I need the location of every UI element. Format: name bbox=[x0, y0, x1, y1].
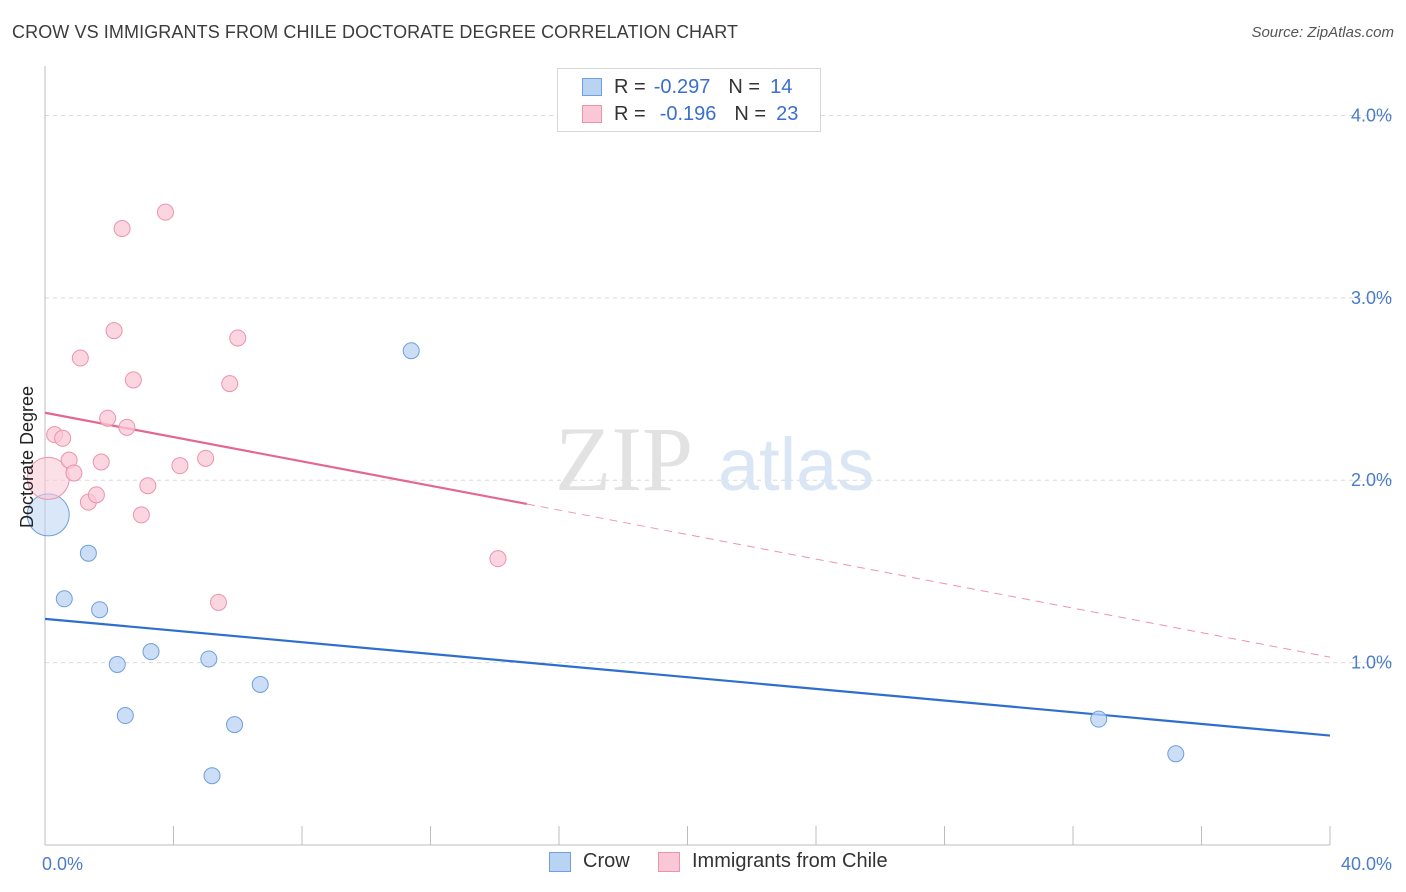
crow-n-value: 14 bbox=[770, 75, 793, 98]
chile-n-label: N = bbox=[734, 102, 767, 125]
chile-point bbox=[105, 322, 123, 340]
crow-point bbox=[79, 544, 97, 562]
y-tick-label: 3.0% bbox=[1351, 288, 1392, 308]
chile-point bbox=[489, 550, 507, 568]
watermark-zip: ZIP bbox=[555, 408, 693, 510]
chile-point bbox=[99, 409, 117, 427]
crow-point bbox=[203, 767, 221, 785]
legend-row-crow: R = -0.297 N = 14 bbox=[582, 74, 792, 100]
crow-legend-label: Crow bbox=[583, 850, 630, 872]
chile-n-value: 23 bbox=[776, 102, 799, 125]
crow-r-value: -0.297 bbox=[653, 75, 711, 98]
series-legend: Crow Immigrants from Chile bbox=[0, 850, 1406, 878]
chile-point bbox=[209, 593, 227, 611]
watermark: ZIP atlas bbox=[555, 408, 874, 510]
chart-title: CROW VS IMMIGRANTS FROM CHILE DOCTORATE … bbox=[12, 22, 739, 42]
crow-swatch bbox=[582, 78, 602, 96]
crow-point bbox=[200, 650, 218, 668]
legend-row-chile: R = -0.196 N = 23 bbox=[582, 101, 798, 127]
x-tick-label: 0.0% bbox=[42, 854, 83, 874]
correlation-legend: R = -0.297 N = 14 R = -0.196 N = 23 bbox=[557, 68, 821, 132]
axis-labels: Doctorate Degree 1.0% 2.0% 3.0% 4.0% 0.0% 40.… bbox=[17, 105, 1392, 874]
y-axis-label: Doctorate Degree bbox=[17, 386, 37, 528]
axes bbox=[44, 66, 1331, 846]
legend-item-chile[interactable]: Immigrants from Chile bbox=[658, 850, 888, 873]
chile-point bbox=[71, 349, 89, 367]
chile-point bbox=[118, 418, 136, 436]
crow-trend-line bbox=[44, 617, 1331, 737]
crow-point bbox=[116, 707, 134, 725]
chile-trend-extension bbox=[526, 503, 1331, 658]
watermark-atlas: atlas bbox=[718, 423, 874, 506]
crow-point bbox=[91, 601, 109, 619]
chile-point bbox=[171, 457, 189, 475]
x-tick-label: 40.0% bbox=[1341, 854, 1392, 874]
chile-point bbox=[156, 203, 174, 221]
chile-point bbox=[139, 477, 157, 495]
y-tick-label: 4.0% bbox=[1351, 105, 1392, 125]
crow-point bbox=[142, 643, 160, 661]
chile-point bbox=[221, 375, 239, 393]
crow-point bbox=[226, 716, 244, 734]
chile-legend-swatch bbox=[658, 851, 680, 872]
source-label: Source: ZipAtlas.com bbox=[1251, 24, 1394, 41]
chile-r-value: -0.196 bbox=[659, 102, 717, 125]
crow-point bbox=[251, 676, 269, 694]
chile-swatch bbox=[582, 105, 602, 123]
chile-r-label: R = bbox=[614, 102, 646, 125]
chile-point bbox=[113, 220, 131, 238]
chile-point bbox=[54, 429, 72, 447]
chile-point bbox=[197, 449, 215, 467]
crow-point bbox=[108, 655, 126, 673]
crow-point bbox=[55, 590, 73, 608]
chile-point bbox=[124, 371, 142, 389]
crow-point bbox=[1167, 745, 1185, 763]
crow-point bbox=[1090, 710, 1108, 728]
crow-legend-swatch bbox=[549, 851, 571, 872]
crow-r-label: R = bbox=[614, 75, 646, 98]
chile-point bbox=[87, 486, 105, 504]
data-points bbox=[26, 203, 1185, 785]
grid-lines bbox=[45, 114, 1392, 664]
chile-point bbox=[132, 506, 150, 524]
chile-legend-label: Immigrants from Chile bbox=[692, 850, 888, 872]
chile-point bbox=[92, 453, 110, 471]
chile-trend-line bbox=[44, 411, 528, 506]
crow-point bbox=[402, 342, 420, 360]
crow-n-label: N = bbox=[728, 75, 761, 98]
y-tick-label: 2.0% bbox=[1351, 470, 1392, 490]
chile-point bbox=[65, 464, 83, 482]
y-tick-label: 1.0% bbox=[1351, 653, 1392, 673]
chile-point bbox=[229, 329, 247, 347]
legend-item-crow[interactable]: Crow bbox=[549, 850, 630, 873]
